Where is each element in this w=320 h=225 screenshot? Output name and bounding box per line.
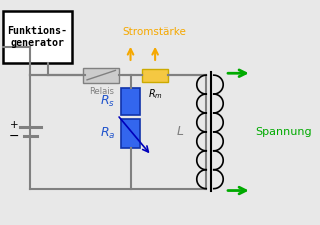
Text: Stromstärke: Stromstärke xyxy=(122,27,186,37)
Bar xyxy=(3,11,72,63)
Bar xyxy=(142,69,168,82)
Bar xyxy=(121,119,140,148)
Text: Relais: Relais xyxy=(89,88,114,97)
Text: L: L xyxy=(176,125,183,138)
Text: −: − xyxy=(9,130,20,143)
Text: +: + xyxy=(10,120,19,130)
Bar xyxy=(83,68,119,83)
Text: Spannung: Spannung xyxy=(255,127,312,137)
Text: Funktions-
generator: Funktions- generator xyxy=(7,26,68,48)
Text: $R_s$: $R_s$ xyxy=(100,94,115,109)
Text: $R_m$: $R_m$ xyxy=(148,88,163,101)
Bar xyxy=(121,88,140,115)
Text: $R_a$: $R_a$ xyxy=(100,126,116,141)
